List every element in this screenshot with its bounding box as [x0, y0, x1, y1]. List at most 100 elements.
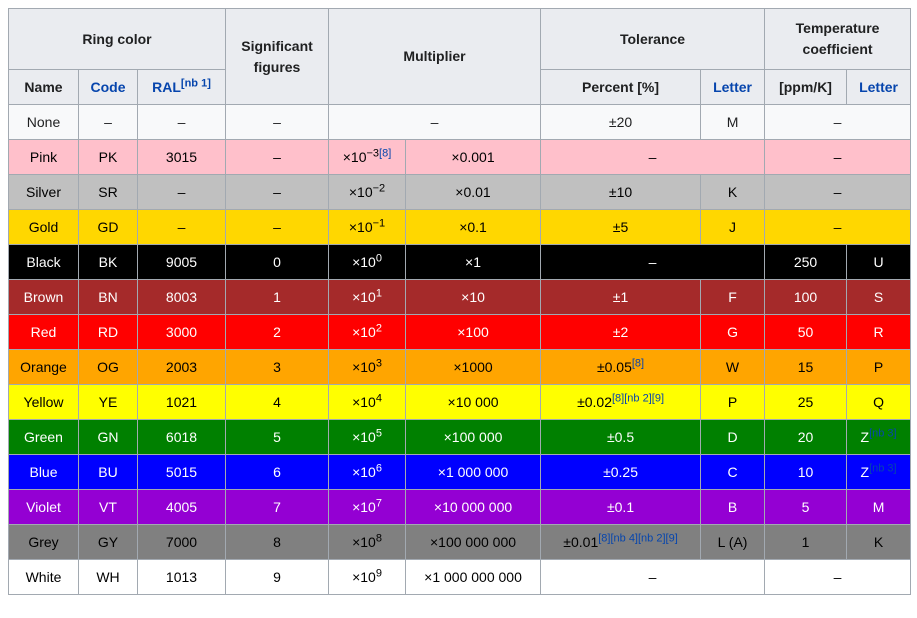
- cell-significant-figures: 6: [225, 454, 330, 490]
- cell-significant-figures: 5: [225, 419, 330, 455]
- code-link[interactable]: Code: [90, 78, 126, 95]
- cell-color-name: Silver: [8, 174, 79, 210]
- cell-tolerance-percent: ±2: [540, 314, 702, 350]
- cell-tolerance-percent: ±0.1: [540, 489, 702, 525]
- cell-tolerance-percent: ±0.01[8][nb 4][nb 2][9]: [540, 524, 702, 560]
- cell-temp-ppm: 10: [764, 454, 848, 490]
- note-link-nb1[interactable]: [nb 1]: [180, 76, 211, 89]
- table-row-violet: Violet VT 4005 7 ×107 ×10 000 000 ±0.1 B 5 M: [8, 489, 912, 525]
- reference-link[interactable]: [9]: [651, 392, 664, 405]
- table-row-white: White WH 1013 9 ×109 ×1 000 000 000– –: [8, 559, 912, 595]
- cell-temp-letter: M: [846, 489, 912, 525]
- reference-link[interactable]: [8]: [612, 392, 625, 405]
- temp-letter-link[interactable]: Letter: [859, 78, 898, 95]
- cell-color-code: BU: [78, 454, 138, 490]
- cell-significant-figures: –: [225, 209, 330, 245]
- cell-color-code: BN: [78, 279, 138, 315]
- cell-temp-ppm: 250: [764, 244, 848, 280]
- cell-temp-letter: U: [846, 244, 912, 280]
- cell-color-code: WH: [78, 559, 138, 595]
- table-row-green: Green GN 6018 5 ×105 ×100 000 ±0.5 D 20 Z[nb 3]: [8, 419, 912, 455]
- reference-link[interactable]: [8]: [631, 357, 645, 370]
- exponent: 9: [375, 567, 382, 580]
- exponent: −1: [372, 217, 386, 230]
- cell-color-code: SR: [78, 174, 138, 210]
- cell-multiplier-value: ×10 000 000: [405, 489, 542, 525]
- table-row-orange: Orange OG 2003 3 ×103 ×1000 ±0.05[8] W 15 P: [8, 349, 912, 385]
- header-ral: RAL[nb 1]: [136, 69, 227, 105]
- cell-multiplier-power: ×109: [328, 559, 407, 595]
- exponent: 8: [375, 532, 382, 545]
- cell-significant-figures: 0: [225, 244, 330, 280]
- cell-significant-figures: 4: [225, 384, 330, 420]
- cell-temp-letter: S: [846, 279, 912, 315]
- cell-multiplier-value: ×1: [405, 244, 542, 280]
- cell-multiplier-power: ×10−2: [328, 174, 407, 210]
- cell-temp-ppm: 15: [764, 349, 848, 385]
- cell-color-code: GD: [78, 209, 138, 245]
- cell-color-name: Blue: [8, 454, 79, 490]
- cell-tolerance-percent: ±0.05[8]: [540, 349, 702, 385]
- cell-temp-letter: P: [846, 349, 912, 385]
- cell-temp-letter: K: [846, 524, 912, 560]
- table-body: None – – – – ±20 M – Pink PK 3015– ×10−3[8] ×0.001– –…: [8, 104, 912, 595]
- cell-tolerance-letter: B: [700, 489, 766, 525]
- reference-link[interactable]: [9]: [665, 532, 678, 545]
- cell-ral: 7000: [136, 524, 227, 560]
- cell-multiplier-value: ×1000: [405, 349, 542, 385]
- cell-tolerance-percent: ±5: [540, 209, 702, 245]
- cell-color-name: None: [8, 104, 79, 140]
- cell-color-name: Black: [8, 244, 79, 280]
- cell-ral: 1021: [136, 384, 227, 420]
- cell-multiplier-value: ×100: [405, 314, 542, 350]
- cell-tolerance-letter: F: [700, 279, 766, 315]
- header-temp-letter: Letter: [846, 69, 912, 105]
- ral-link[interactable]: RAL: [152, 78, 181, 95]
- cell-temp-ppm: 25: [764, 384, 848, 420]
- exponent: 4: [375, 392, 382, 405]
- cell-significant-figures: –: [225, 104, 330, 140]
- header-multiplier: Multiplier: [328, 8, 542, 105]
- reference-link[interactable]: [nb 3]: [869, 462, 897, 475]
- header-code: Code: [78, 69, 138, 105]
- exponent: 7: [375, 497, 382, 510]
- cell-significant-figures: –: [225, 139, 330, 175]
- cell-multiplier-power: ×104: [328, 384, 407, 420]
- cell-multiplier-value: ×10 000: [405, 384, 542, 420]
- reference-link[interactable]: [8]: [598, 532, 611, 545]
- cell-temp-letter: R: [846, 314, 912, 350]
- cell-color-name: Pink: [8, 139, 79, 175]
- reference-link[interactable]: [8]: [379, 147, 392, 160]
- header-name: Name: [8, 69, 79, 105]
- cell-temp-ppm: 100: [764, 279, 848, 315]
- cell-multiplier-value: ×0.001: [405, 139, 542, 175]
- cell-temp-coefficient: –: [764, 174, 912, 210]
- exponent: 6: [375, 462, 382, 475]
- cell-temp-coefficient: –: [764, 104, 912, 140]
- cell-ral: 6018: [136, 419, 227, 455]
- table-row-red: Red RD 3000 2 ×102 ×100 ±2 G 50 R: [8, 314, 912, 350]
- cell-ral: –: [136, 174, 227, 210]
- table-row-grey: Grey GY 7000 8 ×108 ×100 000 000 ±0.01[8][nb 4…: [8, 524, 912, 560]
- cell-tolerance-letter: G: [700, 314, 766, 350]
- cell-ral: 4005: [136, 489, 227, 525]
- cell-temp-ppm: 1: [764, 524, 848, 560]
- cell-tolerance-letter: M: [700, 104, 766, 140]
- cell-ral: 8003: [136, 279, 227, 315]
- reference-link[interactable]: [nb 2]: [638, 532, 666, 545]
- cell-tolerance-letter: K: [700, 174, 766, 210]
- reference-link[interactable]: [nb 2]: [624, 392, 652, 405]
- reference-link[interactable]: [nb 3]: [869, 427, 897, 440]
- exponent: −2: [372, 182, 386, 195]
- cell-ral: 2003: [136, 349, 227, 385]
- tolerance-letter-link[interactable]: Letter: [713, 78, 752, 95]
- cell-color-code: YE: [78, 384, 138, 420]
- cell-ral: 3000: [136, 314, 227, 350]
- cell-tolerance-percent: ±1: [540, 279, 702, 315]
- cell-significant-figures: 9: [225, 559, 330, 595]
- table-row-black: Black BK 9005 0 ×100 ×1–250 U: [8, 244, 912, 280]
- cell-multiplier-power: ×101: [328, 279, 407, 315]
- reference-link[interactable]: [nb 4]: [610, 532, 638, 545]
- cell-color-code: –: [78, 104, 138, 140]
- exponent: 1: [375, 287, 382, 300]
